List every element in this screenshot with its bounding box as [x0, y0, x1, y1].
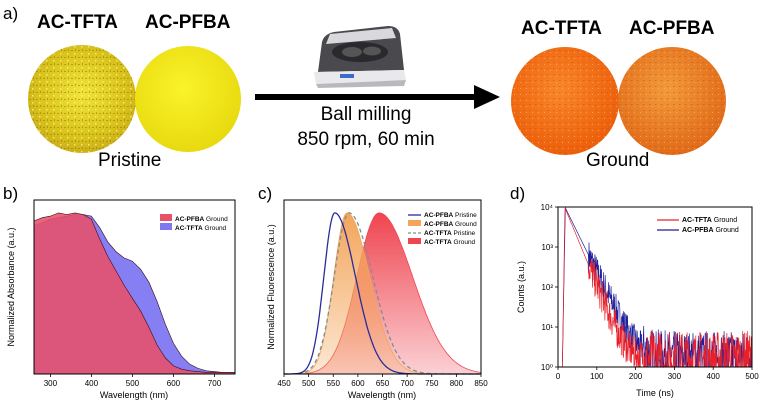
pfba-pristine-disc: [135, 46, 241, 152]
c-x-axis-label: Wavelength (nm): [348, 390, 416, 400]
c-legend-tfta-pristine: AC-TFTA Pristine: [424, 230, 476, 237]
d-legend-tfta: AC-TFTA Ground: [682, 217, 737, 224]
d-legend: AC-TFTA Ground AC-PFBA Ground: [657, 217, 739, 234]
d-y-tick-label: 10³: [541, 243, 553, 252]
c-legend-swatch-pfba-ground: [408, 220, 421, 226]
d-x-tick-label: 200: [629, 372, 643, 381]
c-x-tick-label: 550: [327, 379, 341, 388]
ball-mill-icon: [314, 26, 406, 88]
panel-a-illustration: [28, 26, 726, 155]
b-legend-swatch-pfba: [160, 214, 172, 221]
c-x-tick-label: 800: [450, 379, 464, 388]
b-y-axis-label: Normalized Absorbance (a.u.): [6, 227, 16, 346]
b-legend-swatch-tfta: [160, 223, 172, 230]
b-plot-frame: [33, 199, 236, 375]
b-x-tick-label: 400: [85, 379, 99, 388]
ground-caption: Ground: [586, 150, 650, 171]
d-legend-pfba: AC-PFBA Ground: [682, 227, 739, 234]
c-legend: AC-PFBA Pristine AC-PFBA Ground AC-TFTA …: [408, 212, 477, 246]
left-title-tfta: AC-TFTA: [37, 12, 118, 33]
right-title-tfta: AC-TFTA: [521, 18, 602, 39]
c-legend-pfba-pristine: AC-PFBA Pristine: [424, 212, 477, 219]
d-y-axis-label: Counts (a.u.): [516, 261, 526, 313]
d-x-tick-label: 500: [745, 372, 759, 381]
c-legend-pfba-ground: AC-PFBA Ground: [424, 221, 477, 228]
c-x-tick-label: 700: [400, 379, 414, 388]
c-x-tick-label: 650: [376, 379, 390, 388]
d-x-axis-label: Time (ns): [636, 388, 674, 398]
d-x-tick-label: 300: [668, 372, 682, 381]
d-x-tick-label: 400: [707, 372, 721, 381]
d-x-tick-label: 100: [590, 372, 604, 381]
fluorescence-chart: 450 500 550 600 650 700 750 800 850 Wavelength (…: [266, 199, 488, 400]
b-x-tick-label: 600: [167, 379, 181, 388]
b-x-tick-label: 700: [208, 379, 222, 388]
c-legend-swatch-tfta-ground: [408, 238, 421, 244]
c-x-tick-label: 750: [425, 379, 439, 388]
panel-a-label: a): [3, 4, 19, 23]
left-title-pfba: AC-PFBA: [145, 12, 231, 33]
decay-chart: 0 100 200 300 400 500 10⁰ 10¹ 10² 10³ 10⁴ Time (ns…: [516, 203, 759, 398]
panel-b-label: b): [3, 184, 19, 203]
right-title-pfba: AC-PFBA: [629, 18, 715, 39]
process-line-2: 850 rpm, 60 min: [297, 129, 435, 150]
b-area-ac-pfba: [33, 212, 236, 375]
c-x-tick-label: 500: [302, 379, 316, 388]
b-legend-pfba: AC-PFBA Ground: [175, 216, 228, 223]
b-x-tick-label: 500: [126, 379, 140, 388]
c-y-axis-label: Normalized Fluorescence (a.u.): [266, 224, 276, 350]
b-legend-tfta: AC-TFTA Ground: [175, 225, 227, 232]
b-x-axis-label: Wavelength (nm): [100, 390, 168, 400]
c-x-tick-label: 850: [474, 379, 488, 388]
d-y-tick-label: 10⁴: [541, 203, 554, 212]
panel-c-label: c): [258, 184, 273, 203]
panel-d-label: d): [510, 184, 526, 203]
b-legend: AC-PFBA Ground AC-TFTA Ground: [160, 214, 228, 232]
c-legend-tfta-ground: AC-TFTA Ground: [424, 239, 476, 246]
d-x-tick-label: 0: [556, 372, 561, 381]
process-line-1: Ball milling: [320, 104, 412, 125]
c-x-tick-label: 450: [277, 379, 291, 388]
b-x-tick-label: 300: [44, 379, 58, 388]
absorbance-chart: 300 400 500 600 700 Wavelength (nm) Normaliz…: [6, 199, 236, 400]
d-y-tick-label: 10²: [541, 283, 553, 292]
d-y-tick-label: 10¹: [541, 323, 553, 332]
pristine-caption: Pristine: [98, 150, 162, 171]
d-y-tick-label: 10⁰: [541, 363, 553, 372]
d-trace-ac-tfta: [558, 208, 753, 369]
c-x-tick-label: 600: [351, 379, 365, 388]
